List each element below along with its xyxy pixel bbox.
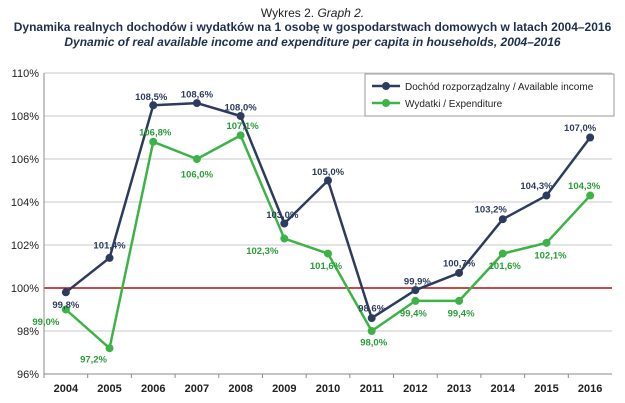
income-point [498,215,507,224]
income-data-label: 108,5% [135,92,168,103]
expenditure-point [455,296,464,305]
expenditure-data-label: 98,0% [360,338,387,349]
expenditure-data-label: 106,0% [181,170,214,181]
y-tick-label: 96% [17,369,39,381]
expenditure-point [542,238,551,247]
y-tick-label: 98% [17,326,39,338]
y-tick-label: 102% [11,240,39,252]
expenditure-data-label: 107,1% [226,121,259,132]
legend-expenditure-label: Wydatki / Expenditure [405,99,503,110]
legend-income-label: Dochód rozporządzalny / Available income [405,82,594,93]
expenditure-data-label: 102,3% [246,246,279,257]
x-tick-label: 2008 [228,383,252,395]
expenditure-point [324,249,332,258]
income-data-label: 101,4% [93,240,126,251]
legend-box [364,73,615,117]
expenditure-data-label: 101,6% [489,261,522,272]
x-tick-label: 2005 [97,383,121,395]
income-point [280,219,289,228]
y-tick-label: 108% [11,111,39,123]
x-tick-label: 2014 [491,383,516,395]
income-data-label: 103,0% [266,210,299,221]
income-point [324,176,332,185]
income-data-label: 105,0% [312,167,345,178]
y-tick-label: 106% [11,154,39,166]
expenditure-point [411,296,420,305]
chart-title-pl: Dynamika realnych dochodów i wydatków na… [13,20,612,34]
legend-income-marker [382,82,390,90]
expenditure-point [61,305,70,314]
income-data-label: 108,6% [181,90,214,101]
income-data-label: 100,7% [443,258,476,269]
x-tick-label: 2004 [54,383,79,395]
expenditure-point [149,137,158,146]
income-data-label: 98,6% [358,304,385,315]
chart-titles: Wykres 2. Graph 2. Dynamika realnych doc… [0,0,625,50]
series [61,99,595,353]
x-tick-label: 2010 [316,383,340,395]
expenditure-data-label: 99,0% [32,317,59,328]
expenditure-data-label: 97,2% [80,355,107,366]
y-tick-label: 104% [11,197,39,209]
legend: Dochód rozporządzalny / Available income… [364,73,615,117]
graph-number-italic: Graph 2. [317,6,365,20]
expenditure-data-label: 99,4% [448,308,475,319]
income-data-label: 103,2% [475,205,508,216]
expenditure-point [236,131,245,140]
x-tick-label: 2015 [534,383,558,395]
income-point [61,288,70,297]
graph-number-prefix: Wykres 2. [260,6,315,20]
income-data-label: 99,8% [52,300,79,311]
income-point [542,191,551,200]
expenditure-point [280,234,289,243]
income-data-label: 104,3% [520,181,553,192]
x-tick-label: 2011 [360,383,384,395]
income-point [367,314,376,323]
income-point [411,286,420,295]
income-data-label: 99,9% [404,277,431,288]
income-point [236,112,245,120]
x-tick-label: 2009 [272,383,296,395]
income-data-label: 108,0% [224,103,257,114]
x-tick-label: 2013 [447,383,471,395]
axes: 96% 98% 100% 102% 104% 106% 108% 110% 2004 2005 20… [11,68,612,395]
graph-number: Wykres 2. Graph 2. [0,6,625,20]
x-tick-label: 2016 [578,383,602,395]
expenditure-data-label: 99,4% [400,308,427,319]
x-tick-label: 2012 [403,383,427,395]
expenditure-point [367,327,376,335]
income-point [105,253,114,262]
income-point [455,268,464,277]
expenditure-data-label: 106,8% [139,127,172,138]
income-point [192,99,201,108]
x-tick-label: 2007 [185,383,209,395]
gridlines [44,72,612,375]
income-point [149,101,158,110]
expenditure-data-label: 101,6% [310,261,343,272]
data-labels: 99,8% 101,4% 108,5% 108,6% 108,0% 103,0% 105,0… [32,90,600,366]
expenditure-point [498,249,507,258]
expenditure-point [192,155,201,163]
expenditure-data-label: 104,3% [568,181,601,192]
income-data-label: 107,0% [564,123,597,134]
expenditure-data-label: 102,1% [534,250,567,261]
income-point [586,133,595,142]
x-tick-label: 2006 [141,383,165,395]
expenditure-point [586,191,595,200]
chart-title-en: Dynamic of real available income and exp… [64,35,561,49]
legend-expenditure-marker [382,99,390,107]
expenditure-point [105,344,114,353]
y-tick-label: 100% [11,283,39,295]
y-tick-label: 110% [12,68,40,80]
